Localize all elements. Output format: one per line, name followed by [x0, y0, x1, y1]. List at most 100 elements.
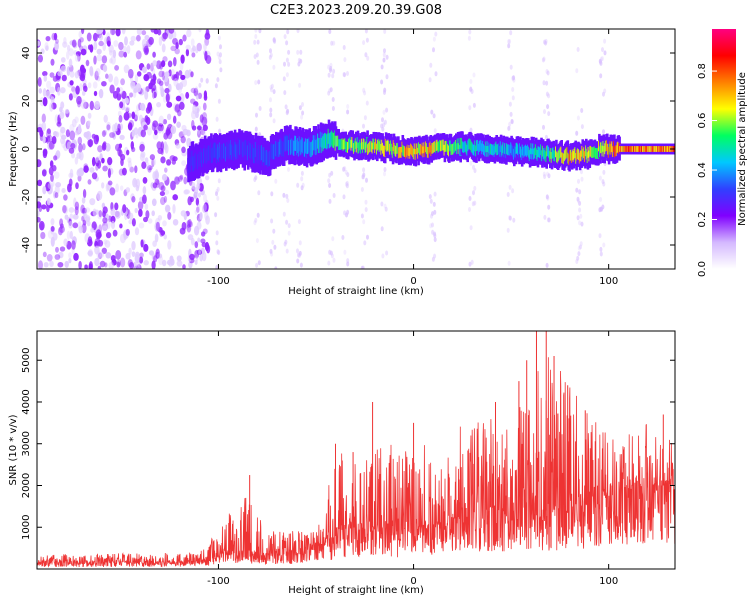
heatmap-noise-cell [73, 252, 79, 261]
heatmap-noise-cell [76, 95, 82, 105]
heatmap-noise-cell [90, 227, 95, 233]
heatmap-streak-cell [366, 234, 369, 240]
heatmap-streak-cell [298, 250, 302, 256]
heatmap-noise-cell [118, 50, 125, 58]
heatmap-noise-cell [181, 160, 187, 167]
heatmap-noise-cell [157, 29, 162, 36]
heatmap-streak-cell [254, 29, 258, 33]
spectrogram-x-ticks: -100 0 100 [207, 29, 618, 287]
snr-frame [36, 330, 676, 570]
heatmap-streak-cell [508, 39, 512, 44]
heatmap-streak-cell [509, 30, 513, 36]
heatmap-streak-cell [300, 185, 304, 191]
heatmap-streak-cell [544, 134, 548, 140]
heatmap-streak-cell [575, 187, 579, 193]
heatmap-noise-cell [60, 65, 67, 73]
heatmap-streak-cell [301, 182, 305, 188]
heatmap-noise-cell [97, 239, 104, 247]
heatmap-noise-cell [37, 54, 43, 63]
heatmap-noise-cell [42, 151, 48, 159]
heatmap-noise-cell [84, 207, 91, 213]
heatmap-noise-cell [143, 124, 148, 131]
heatmap-noise-cell [152, 51, 156, 58]
heatmap-noise-cell [75, 182, 79, 190]
heatmap-streak-cell [219, 67, 223, 73]
spectrogram-panel: -100 0 100 -40 -20 0 20 40 Height of straight … [8, 28, 676, 297]
heatmap-noise-cell [205, 215, 210, 225]
heatmap-streak-cell [331, 97, 335, 102]
heatmap-noise-cell [87, 179, 92, 185]
heatmap-noise-cell [138, 222, 145, 229]
heatmap-noise-cell [69, 70, 75, 78]
heatmap-noise-cell [201, 241, 207, 248]
heatmap-noise-cell [50, 58, 55, 66]
heatmap-noise-cell [144, 115, 149, 123]
heatmap-noise-cell [86, 220, 91, 227]
heatmap-noise-cell [78, 30, 82, 39]
heatmap-noise-cell [68, 252, 72, 259]
heatmap-noise-cell [95, 67, 101, 77]
heatmap-noise-cell [91, 172, 98, 180]
colorbar-tick-label: 0.0 [697, 261, 708, 277]
heatmap-noise-cell [102, 165, 108, 172]
heatmap-streak-cell [364, 207, 368, 213]
heatmap-noise-cell [155, 251, 160, 259]
heatmap-streak-cell [434, 71, 438, 77]
heatmap-noise-cell [70, 142, 76, 149]
heatmap-noise-cell [66, 230, 71, 240]
heatmap-noise-cell [116, 92, 122, 101]
heatmap-streak-cell [218, 128, 222, 134]
heatmap-streak-cell [470, 89, 474, 94]
heatmap-streak-cell [511, 87, 515, 92]
heatmap-noise-cell [45, 181, 51, 192]
heatmap-noise-cell [136, 29, 143, 36]
heatmap-noise-cell [40, 231, 46, 240]
heatmap-noise-cell [91, 156, 96, 167]
heatmap-streak-cell [254, 217, 258, 223]
heatmap-streak-cell [579, 241, 583, 247]
heatmap-noise-cell [123, 51, 128, 58]
heatmap-noise-cell [146, 127, 152, 136]
heatmap-noise-cell [115, 183, 119, 193]
heatmap-streak-cell [346, 261, 350, 267]
heatmap-streak-cell [256, 39, 260, 45]
heatmap-streak-cell [361, 174, 365, 180]
heatmap-streak-cell [343, 72, 346, 78]
heatmap-streak-cell [219, 52, 222, 58]
heatmap-streak-cell [384, 206, 388, 212]
heatmap-noise-cell [61, 74, 67, 82]
heatmap-noise-cell [136, 260, 140, 269]
heatmap-noise-cell [98, 88, 104, 99]
heatmap-streak-cell [599, 251, 603, 257]
heatmap-streak-cell [381, 253, 385, 259]
heatmap-streak-cell [285, 40, 289, 46]
heatmap-noise-cell [102, 64, 108, 73]
heatmap-noise-cell [64, 214, 69, 220]
heatmap-streak-cell [269, 112, 273, 118]
heatmap-noise-cell [191, 119, 195, 130]
snr-y-tick-label: 4000 [21, 389, 32, 414]
heatmap-noise-cell [176, 121, 181, 128]
heatmap-noise-cell [130, 81, 136, 88]
heatmap-noise-cell [101, 55, 108, 64]
heatmap-noise-cell [164, 143, 169, 154]
heatmap-noise-cell [180, 210, 187, 217]
heatmap-noise-cell [143, 243, 149, 252]
heatmap-noise-cell [106, 124, 111, 131]
heatmap-streak-cell [362, 219, 366, 225]
heatmap-streak-cell [577, 251, 581, 257]
heatmap-noise-cell [182, 34, 187, 42]
heatmap-noise-cell [124, 36, 128, 46]
heatmap-noise-cell [71, 118, 77, 128]
heatmap-noise-cell [141, 30, 147, 36]
heatmap-streak-cell [274, 266, 278, 269]
heatmap-streak-cell [329, 62, 333, 68]
heatmap-noise-cell [50, 226, 55, 232]
heatmap-noise-cell [77, 38, 82, 48]
heatmap-noise-cell [101, 182, 105, 189]
heatmap-streak-cell [342, 166, 346, 172]
heatmap-noise-cell [193, 87, 199, 97]
heatmap-streak-cell [218, 59, 222, 65]
heatmap-streak-cell [472, 102, 476, 108]
heatmap-streak-cell [331, 236, 335, 242]
